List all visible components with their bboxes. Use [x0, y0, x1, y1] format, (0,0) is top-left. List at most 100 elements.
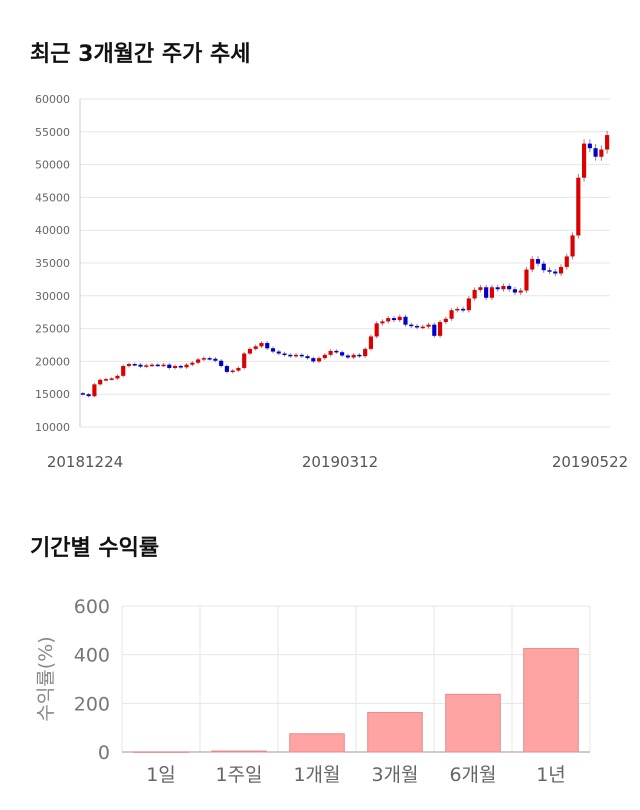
candle-body [80, 393, 85, 395]
candle-body [587, 143, 592, 149]
candle-body [357, 354, 362, 357]
candle-body [144, 365, 149, 367]
candle-body [213, 358, 218, 361]
return-bar [523, 648, 579, 753]
candle-body [115, 375, 120, 379]
candle-body [501, 285, 506, 290]
candle-body [172, 365, 178, 368]
candle-body [190, 362, 195, 365]
x-tick-label: 1일 [146, 764, 176, 786]
candle-body [363, 348, 368, 357]
y-tick-label: 400 [74, 645, 110, 667]
candle-body [265, 343, 270, 349]
candle-body [489, 287, 494, 298]
candle-body [466, 298, 471, 311]
candle-body [368, 336, 373, 349]
x-tick-label: 6개월 [449, 764, 496, 786]
candle-body [484, 287, 489, 298]
candle-body [230, 370, 235, 373]
candle-body [414, 325, 420, 328]
candle-body [530, 259, 535, 270]
candle-body [305, 356, 310, 359]
candle-body [340, 352, 345, 356]
y-tick-label: 35000 [35, 257, 70, 270]
candle-body [380, 321, 385, 324]
return-bar [211, 750, 267, 753]
candle-body [593, 148, 598, 157]
candle-body [86, 394, 91, 397]
x-tick-label: 20181224 [47, 453, 123, 471]
y-tick-label: 15000 [35, 388, 70, 401]
candle-body [576, 177, 581, 236]
x-tick-label: 20190522 [552, 453, 628, 471]
return-bar [133, 751, 189, 753]
y-tick-label: 25000 [35, 323, 70, 336]
x-tick-label: 1개월 [293, 764, 340, 786]
candle-body [253, 346, 258, 349]
y-tick-label: 30000 [35, 290, 70, 303]
x-tick-label: 20190312 [302, 453, 378, 471]
candle-body [224, 365, 229, 372]
price-trend-title: 최근 3개월간 주가 추세 [30, 42, 251, 67]
candle-body [541, 263, 546, 271]
candle-body [167, 364, 172, 368]
candle-body [236, 367, 241, 371]
candle-body [564, 256, 569, 267]
candle-body [420, 326, 425, 329]
candle-body [345, 355, 350, 358]
candle-body [270, 348, 276, 352]
candle-body [535, 259, 541, 264]
return-bar [445, 693, 501, 753]
candle-body [374, 323, 379, 337]
candle-body [570, 235, 575, 257]
candle-body [403, 316, 408, 325]
candle-body [149, 364, 155, 367]
candle-body [276, 351, 281, 354]
candle-body [178, 365, 183, 368]
candle-body [432, 324, 437, 336]
x-tick-label: 1주일 [215, 764, 262, 786]
candle-body [397, 316, 402, 321]
candle-body [605, 135, 610, 150]
candle-body [219, 360, 224, 366]
candle-body [121, 365, 126, 376]
return-bar [289, 733, 345, 753]
candle-body [322, 354, 327, 359]
y-tick-label: 0 [98, 742, 110, 764]
candle-body [161, 364, 166, 367]
candle-body [299, 354, 304, 357]
candle-body [126, 364, 132, 366]
y-axis-label: 수익률(%) [35, 636, 57, 721]
candle-body [328, 350, 333, 355]
candle-body [311, 358, 316, 362]
x-tick-label: 1년 [536, 764, 566, 786]
candle-body [103, 379, 108, 381]
candle-body [512, 289, 518, 293]
candle-body [132, 364, 137, 366]
y-tick-label: 20000 [35, 355, 70, 368]
candle-body [334, 350, 339, 353]
candle-body [437, 322, 443, 336]
candle-body [138, 364, 143, 367]
candle-body [461, 308, 466, 311]
y-tick-label: 40000 [35, 224, 70, 237]
y-tick-label: 60000 [35, 93, 70, 106]
candle-body [443, 318, 448, 323]
y-tick-label: 55000 [35, 126, 70, 139]
candle-body [553, 271, 558, 274]
candle-body [317, 358, 322, 362]
candle-body [92, 384, 97, 397]
candle-body [547, 270, 552, 272]
price-candlestick-chart: 10000 15000 20000 25000 30000 35000 40000 45000… [35, 93, 628, 471]
candle-body [524, 269, 529, 291]
candle-body [449, 310, 454, 319]
candle-body [472, 289, 477, 299]
candle-body [495, 287, 500, 290]
candle-body [247, 348, 253, 354]
candle-body [507, 285, 512, 290]
candle-body [455, 308, 460, 311]
y-tick-label: 45000 [35, 191, 70, 204]
candle-body [201, 358, 206, 360]
candle-body [293, 354, 299, 357]
